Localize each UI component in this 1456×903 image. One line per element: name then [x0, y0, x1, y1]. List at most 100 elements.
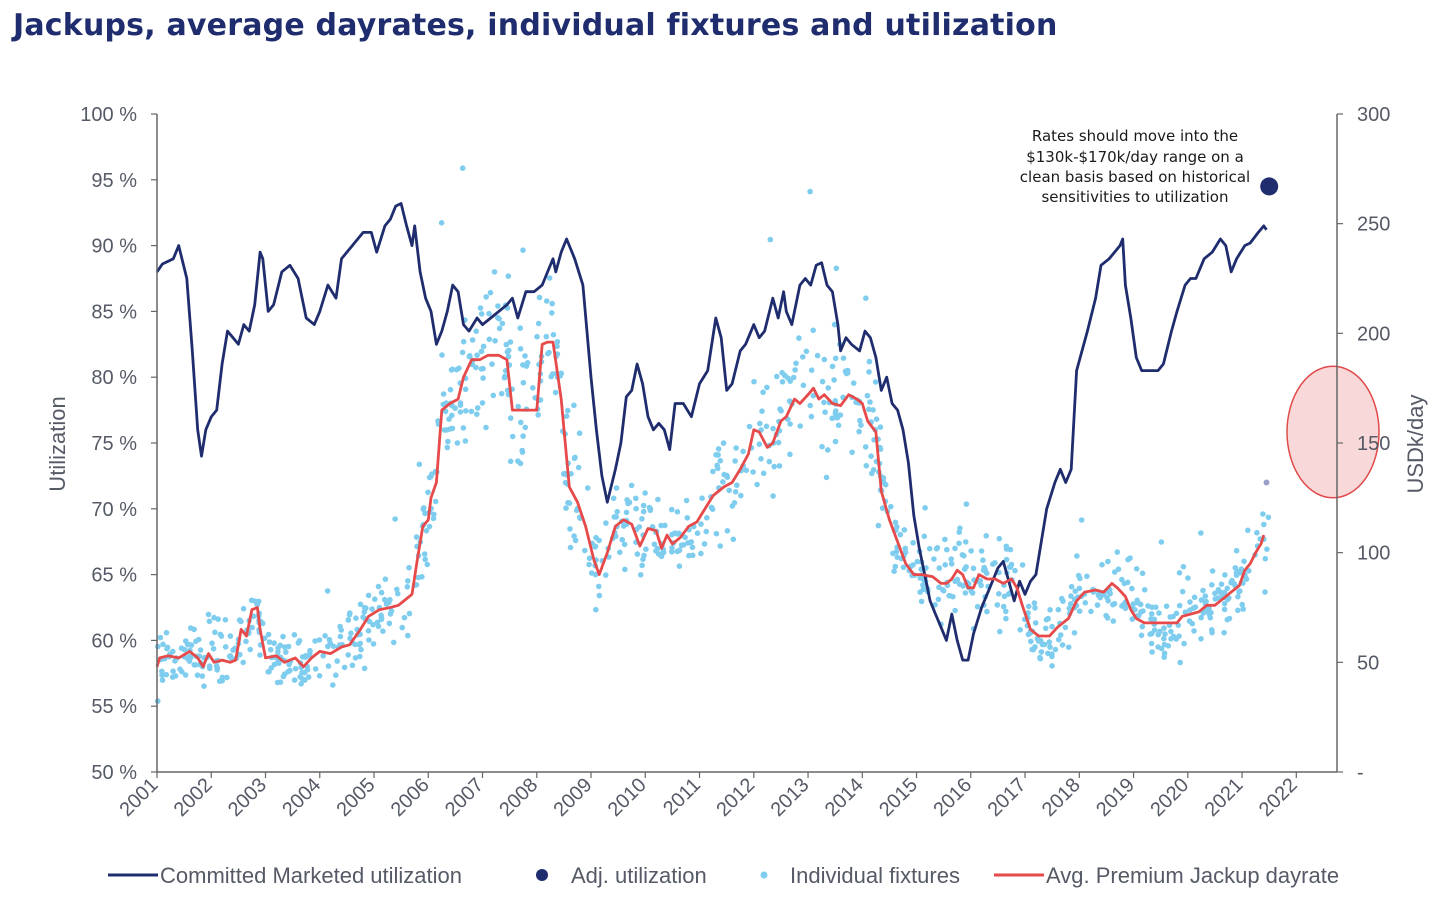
fixture-point [948, 556, 954, 562]
fixture-point [678, 542, 685, 548]
fixture-point [746, 423, 753, 430]
fixture-point [295, 640, 302, 646]
fixture-point [1202, 593, 1209, 599]
fixture-point [833, 408, 839, 414]
fixture-point [507, 458, 514, 465]
left-tick-label: 50 % [91, 762, 137, 784]
fixture-point [1007, 564, 1014, 570]
fixture-point [1185, 575, 1191, 581]
fixture-point [405, 632, 411, 639]
fixture-point [520, 362, 526, 368]
fixture-point [807, 188, 813, 195]
fixture-point [445, 438, 451, 445]
fixture-point [155, 698, 161, 704]
fixture-point [787, 421, 793, 427]
fixture-point [249, 624, 255, 631]
fixture-point [205, 611, 212, 618]
fixture-point [1209, 568, 1216, 574]
fixture-point [879, 505, 886, 511]
fixture-point [969, 590, 976, 596]
fixture-point [546, 275, 553, 281]
fixture-point [1068, 583, 1075, 590]
fixture-point [467, 353, 473, 359]
fixture-point [515, 403, 521, 410]
fixture-point [159, 677, 166, 683]
fixture-point [479, 400, 486, 406]
fixture-point [910, 540, 916, 546]
fixture-point [188, 625, 194, 631]
fixture-point [1224, 585, 1231, 592]
fixture-point [619, 536, 625, 543]
fixture-point [1263, 479, 1270, 486]
fixture-point [858, 422, 864, 428]
fixture-point [1104, 615, 1111, 621]
fixture-point [380, 628, 386, 634]
fixture-point [956, 581, 963, 587]
fixture-point [1209, 629, 1215, 636]
fixture-point [956, 540, 962, 547]
fixture-point [869, 470, 875, 477]
fixture-point [1100, 591, 1106, 598]
fixture-point [1088, 608, 1094, 615]
fixture-point [1187, 599, 1193, 605]
fixture-point [382, 576, 389, 582]
fixture-point [420, 505, 427, 511]
fixture-point [935, 596, 942, 603]
utilization-line [155, 202, 1268, 662]
fixture-point [760, 470, 767, 477]
fixture-point [1032, 644, 1038, 650]
fixture-point [1167, 614, 1173, 620]
fixture-point [422, 510, 428, 517]
fixture-point [1162, 631, 1168, 637]
fixture-point [1261, 521, 1267, 528]
fixture-point [978, 582, 984, 589]
fixture-point [942, 562, 948, 568]
fixture-point [370, 641, 377, 647]
fixture-point [983, 533, 989, 539]
fixture-point [758, 456, 764, 462]
legend: Committed Marketed utilization Adj. util… [108, 863, 1339, 888]
fixture-point [507, 415, 514, 421]
fixture-point [920, 582, 926, 588]
fixture-point [655, 551, 662, 557]
fixture-point [717, 543, 723, 549]
fixture-point [833, 265, 840, 272]
fixture-point [478, 311, 485, 317]
fixture-point [196, 636, 202, 643]
fixture-point [365, 628, 372, 634]
fixture-point [406, 564, 412, 571]
fixture-point [1075, 572, 1082, 579]
fixture-point [1032, 620, 1039, 626]
fixture-point [459, 349, 466, 356]
fixture-point [1156, 610, 1162, 616]
fixture-point [378, 589, 385, 596]
fixture-point [299, 654, 306, 660]
fixture-point [823, 474, 830, 481]
fixture-point [668, 506, 675, 513]
fixture-point [787, 451, 793, 458]
fixture-point [563, 413, 570, 420]
fixture-point [440, 391, 447, 397]
fixture-point [807, 402, 813, 409]
fixture-point [617, 549, 623, 556]
fixture-point [856, 428, 862, 435]
fixture-point [750, 469, 756, 475]
left-axis-label: Utilization [45, 396, 70, 491]
fixture-point [1110, 618, 1117, 624]
fixture-point [1237, 588, 1243, 594]
right-tick-label: 150 [1357, 433, 1390, 455]
right-tick-label: 100 [1357, 543, 1390, 565]
fixture-point [1078, 517, 1085, 523]
fixture-point [522, 353, 528, 359]
fixture-point [240, 659, 246, 666]
fixture-point [1176, 602, 1183, 609]
fixture-point [593, 534, 599, 541]
fixture-point [222, 644, 229, 650]
fixture-point [426, 523, 433, 530]
dayrate-line [155, 340, 1266, 669]
fixture-point [936, 565, 943, 571]
fixture-point [1235, 607, 1241, 614]
fixture-point [576, 430, 583, 437]
fixture-point [325, 643, 331, 650]
fixture-point [567, 526, 573, 532]
